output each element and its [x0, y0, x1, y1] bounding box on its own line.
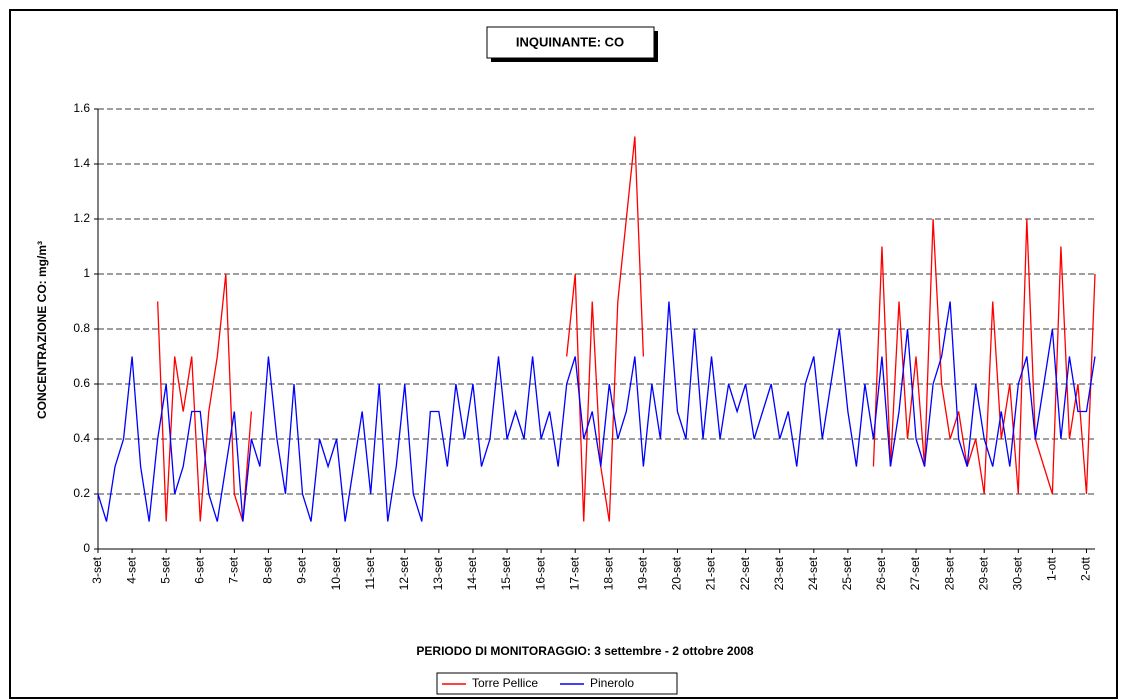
chart-frame: [9, 9, 1118, 699]
y-tick-label: 0.4: [73, 431, 90, 445]
y-tick-label: 0: [83, 541, 90, 555]
x-tick-label: 2-ott: [1079, 556, 1093, 581]
y-tick-label: 0.8: [73, 321, 90, 335]
x-tick-label: 11-set: [363, 556, 377, 589]
y-tick-label: 0.2: [73, 486, 90, 500]
x-tick-label: 22-set: [738, 556, 752, 590]
x-tick-label: 14-set: [465, 556, 479, 590]
x-tick-label: 4-set: [124, 556, 138, 583]
x-tick-label: 26-set: [874, 556, 888, 590]
x-tick-label: 23-set: [772, 556, 786, 590]
x-tick-label: 20-set: [670, 556, 684, 590]
x-tick-label: 24-set: [806, 556, 820, 590]
y-tick-label: 1.6: [73, 101, 90, 115]
y-tick-label: 1.4: [73, 156, 90, 170]
legend-label: Pinerolo: [590, 676, 634, 690]
x-tick-label: 3-set: [90, 556, 104, 583]
x-tick-label: 5-set: [158, 556, 172, 583]
x-tick-label: 10-set: [329, 556, 343, 590]
x-tick-label: 12-set: [397, 556, 411, 590]
x-tick-label: 18-set: [601, 556, 615, 590]
x-tick-label: 30-set: [1010, 556, 1024, 590]
x-tick-label: 29-set: [976, 556, 990, 590]
x-tick-label: 15-set: [499, 556, 513, 590]
series-line: [97, 301, 1096, 522]
y-tick-label: 1.2: [73, 211, 90, 225]
x-tick-label: 21-set: [704, 556, 718, 590]
y-axis-title: CONCENTRAZIONE CO: mg/m³: [35, 241, 49, 419]
x-tick-label: 17-set: [567, 556, 581, 590]
y-tick-label: 1: [83, 266, 90, 280]
x-tick-label: 13-set: [431, 556, 445, 590]
x-tick-label: 7-set: [227, 556, 241, 583]
x-tick-label: 27-set: [908, 556, 922, 590]
x-tick-label: 8-set: [261, 556, 275, 583]
x-tick-label: 6-set: [192, 556, 206, 583]
chart-title: INQUINANTE: CO: [516, 34, 624, 49]
y-tick-label: 0.6: [73, 376, 90, 390]
x-tick-label: 25-set: [840, 556, 854, 590]
x-axis-title: PERIODO DI MONITORAGGIO: 3 settembre - 2…: [416, 644, 754, 658]
title-box: [486, 26, 655, 59]
x-tick-label: 16-set: [533, 556, 547, 590]
legend-label: Torre Pellice: [472, 676, 538, 690]
legend-box: [436, 672, 678, 695]
x-tick-label: 1-ott: [1045, 556, 1059, 581]
x-tick-label: 28-set: [942, 556, 956, 590]
x-tick-label: 9-set: [295, 556, 309, 583]
x-tick-label: 19-set: [636, 556, 650, 590]
